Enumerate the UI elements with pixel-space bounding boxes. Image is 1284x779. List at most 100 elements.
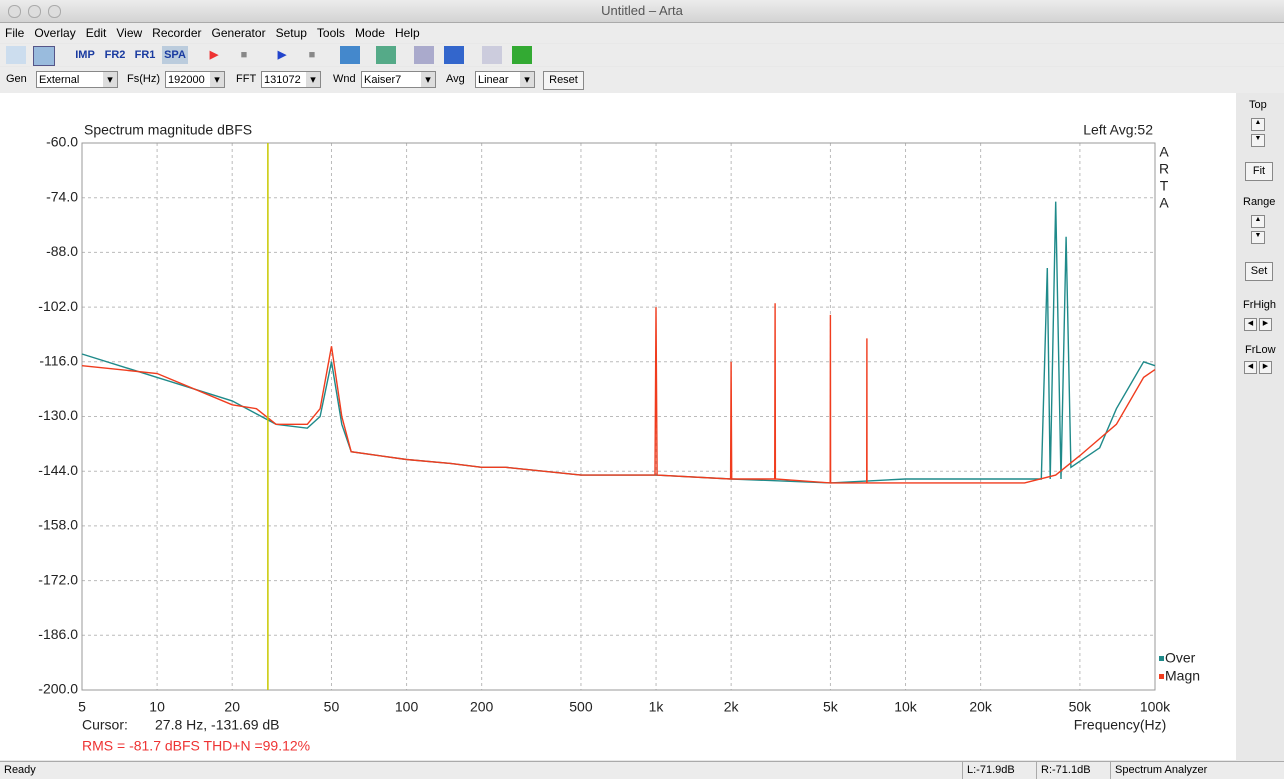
x-tick-label: 10 bbox=[149, 699, 165, 715]
x-tick-label: 100 bbox=[395, 699, 419, 715]
zoom-button[interactable] bbox=[48, 5, 61, 18]
legend-swatch bbox=[1159, 674, 1164, 679]
tool-scope[interactable] bbox=[512, 46, 532, 64]
control-label: Avg bbox=[446, 73, 465, 85]
cursor-label: Cursor: bbox=[82, 717, 128, 733]
y-tick-label: -60.0 bbox=[46, 134, 78, 150]
tool-probe[interactable] bbox=[414, 46, 434, 64]
menu-item[interactable]: View bbox=[116, 26, 143, 40]
y-tick-label: -172.0 bbox=[38, 571, 78, 587]
control-label: Gen bbox=[6, 73, 27, 85]
brand-letter: R bbox=[1159, 161, 1169, 177]
control-label: FFT bbox=[236, 73, 257, 85]
frhigh-label: FrHigh bbox=[1243, 299, 1277, 311]
x-tick-label: 5 bbox=[78, 699, 86, 715]
x-axis-label: Frequency(Hz) bbox=[1074, 717, 1167, 733]
dropdown[interactable]: Linear bbox=[475, 71, 535, 88]
brand-letter: A bbox=[1159, 195, 1169, 211]
set-button[interactable]: Set bbox=[1245, 262, 1273, 281]
x-tick-label: 1k bbox=[649, 699, 665, 715]
tool-abc[interactable] bbox=[340, 46, 360, 64]
status-mode: Spectrum Analyzer bbox=[1110, 762, 1207, 779]
y-tick-label: -186.0 bbox=[38, 626, 78, 642]
x-tick-label: 100k bbox=[1140, 699, 1171, 715]
close-button[interactable] bbox=[8, 5, 21, 18]
fit-button[interactable]: Fit bbox=[1245, 162, 1273, 181]
window-title: Untitled – Arta bbox=[601, 3, 683, 18]
tool-cursor[interactable] bbox=[33, 46, 55, 66]
top-down[interactable]: ▼ bbox=[1251, 134, 1265, 147]
x-tick-label: 20 bbox=[224, 699, 240, 715]
dropdown[interactable]: External bbox=[36, 71, 118, 88]
y-tick-label: -144.0 bbox=[38, 462, 78, 478]
y-tick-label: -102.0 bbox=[38, 298, 78, 314]
y-tick-label: -158.0 bbox=[38, 517, 78, 533]
cursor-text: 27.8 Hz, -131.69 dB bbox=[155, 717, 280, 733]
x-tick-label: 2k bbox=[724, 699, 740, 715]
tool-stop[interactable]: ■ bbox=[240, 49, 248, 61]
y-tick-label: -130.0 bbox=[38, 407, 78, 423]
x-tick-label: 50k bbox=[1069, 699, 1093, 715]
range-label: Range bbox=[1243, 196, 1276, 208]
frhigh-left[interactable]: ◀ bbox=[1244, 318, 1257, 331]
tool-grid[interactable] bbox=[376, 46, 396, 64]
tool-gen[interactable] bbox=[482, 46, 502, 64]
tool-record[interactable]: ▶ bbox=[209, 49, 219, 61]
y-tick-label: -74.0 bbox=[46, 188, 78, 204]
frlow-left[interactable]: ◀ bbox=[1244, 361, 1257, 374]
x-tick-label: 50 bbox=[324, 699, 340, 715]
menu-bar: File Overlay Edit View Recorder Generator Setu… bbox=[0, 23, 1284, 43]
tool-spa[interactable]: SPA bbox=[162, 46, 188, 64]
menu-item[interactable]: Overlay bbox=[34, 26, 76, 40]
title-bar: Untitled – Arta bbox=[0, 0, 1284, 23]
tool-fr2[interactable]: FR2 bbox=[104, 49, 126, 61]
x-tick-label: 200 bbox=[470, 699, 494, 715]
dropdown[interactable]: 192000 bbox=[165, 71, 225, 88]
top-up[interactable]: ▲ bbox=[1251, 118, 1265, 131]
rms-text: RMS = -81.7 dBFS THD+N =99.12% bbox=[82, 738, 310, 754]
status-ready: Ready bbox=[4, 764, 36, 776]
minimize-button[interactable] bbox=[28, 5, 41, 18]
dropdown[interactable]: Kaiser7 bbox=[361, 71, 436, 88]
legend-label: Over bbox=[1165, 650, 1196, 666]
tool-stop2[interactable]: ■ bbox=[308, 49, 316, 61]
brand-letter: T bbox=[1160, 178, 1169, 194]
menu-item[interactable]: Setup bbox=[275, 26, 307, 40]
menu-item[interactable]: File bbox=[5, 26, 25, 40]
x-tick-label: 20k bbox=[969, 699, 993, 715]
brand-letter: A bbox=[1159, 144, 1169, 160]
status-left: L:-71.9dB bbox=[962, 762, 1015, 779]
series-line bbox=[81, 303, 1156, 484]
menu-item[interactable]: Recorder bbox=[152, 26, 202, 40]
tool-new[interactable] bbox=[6, 46, 26, 64]
frlow-right[interactable]: ▶ bbox=[1259, 361, 1272, 374]
menu-item[interactable]: Edit bbox=[85, 26, 107, 40]
status-bar: Ready L:-71.9dB R:-71.1dB Spectrum Analy… bbox=[0, 761, 1284, 779]
range-down[interactable]: ▼ bbox=[1251, 231, 1265, 244]
frlow-label: FrLow bbox=[1245, 344, 1276, 356]
control-row: Reset Gen External Fs(Hz) 192000 FFT 131072 Wn… bbox=[0, 67, 1284, 93]
y-tick-label: -88.0 bbox=[46, 243, 78, 259]
menu-item[interactable]: Tools bbox=[316, 26, 345, 40]
tool-play[interactable]: ▶ bbox=[277, 49, 287, 61]
dropdown[interactable]: 131072 bbox=[261, 71, 321, 88]
x-tick-label: 500 bbox=[569, 699, 593, 715]
menu-item[interactable]: Generator bbox=[211, 26, 266, 40]
toolbar: IMP FR2 FR1 SPA ▶ ■ ▶ ■ bbox=[0, 44, 1284, 66]
x-tick-label: 10k bbox=[894, 699, 918, 715]
side-panel: Top ▲ ▼ Fit Range ▲ ▼ Set FrHigh ◀ ▶ FrL… bbox=[1237, 93, 1284, 760]
control-label: Fs(Hz) bbox=[127, 73, 160, 85]
series-line bbox=[81, 201, 1156, 484]
plot-frame bbox=[81, 142, 1156, 691]
tool-imp[interactable]: IMP bbox=[75, 49, 95, 61]
reset-button[interactable]: Reset bbox=[543, 71, 584, 90]
range-up[interactable]: ▲ bbox=[1251, 215, 1265, 228]
frhigh-right[interactable]: ▶ bbox=[1259, 318, 1272, 331]
menu-item[interactable]: Mode bbox=[354, 26, 385, 40]
menu-item[interactable]: Help bbox=[394, 26, 420, 40]
tool-meter[interactable] bbox=[444, 46, 464, 64]
legend-swatch bbox=[1159, 656, 1164, 661]
tool-fr1[interactable]: FR1 bbox=[134, 49, 156, 61]
chart-info: Left Avg:52 bbox=[1083, 122, 1153, 138]
